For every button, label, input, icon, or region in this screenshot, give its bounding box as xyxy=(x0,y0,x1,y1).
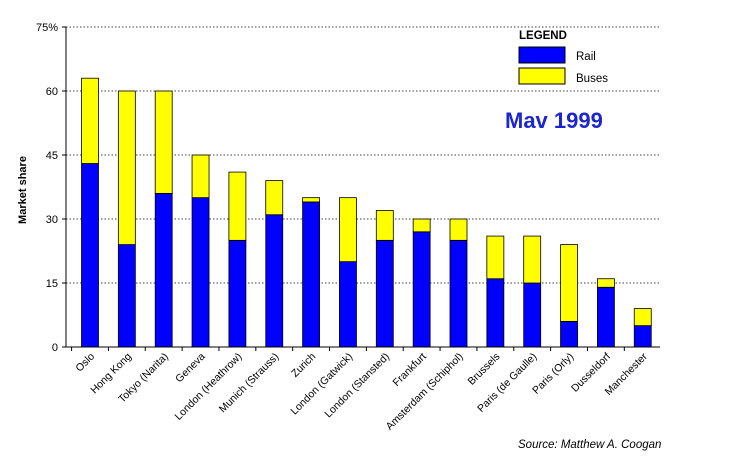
y-tick-label: 30 xyxy=(46,214,58,226)
bar-buses xyxy=(265,180,284,216)
date-annotation: Mav 1999 xyxy=(505,108,603,133)
bar-rail xyxy=(154,192,173,348)
bar-buses xyxy=(597,278,615,288)
y-tick-label: 45 xyxy=(46,150,58,162)
bar-rail xyxy=(486,278,505,348)
bar-buses xyxy=(523,235,542,284)
legend-swatch-buses xyxy=(518,67,566,85)
y-tick-label: 60 xyxy=(46,86,58,98)
axes xyxy=(65,27,660,351)
bar-rail xyxy=(412,231,431,348)
x-tick-label: Oslo xyxy=(73,351,97,375)
bar-buses xyxy=(449,218,468,241)
bars xyxy=(81,77,652,348)
legend-label-rail: Rail xyxy=(576,51,596,63)
bar-rail xyxy=(523,282,542,348)
bar-rail xyxy=(81,163,99,348)
bar-buses xyxy=(339,197,357,263)
bar-buses xyxy=(560,244,578,322)
bar-rail xyxy=(560,320,578,348)
bar-buses xyxy=(486,235,505,280)
bar-rail xyxy=(449,239,468,348)
bar-buses xyxy=(228,171,247,241)
x-tick-label: Frankfurt xyxy=(391,351,429,389)
bar-buses xyxy=(412,218,431,233)
bar-buses xyxy=(117,90,136,246)
legend-swatch-rail xyxy=(518,46,566,64)
x-tick-label: London (Heathrow) xyxy=(172,351,244,423)
x-tick-label: Geneva xyxy=(173,351,208,386)
bar-rail xyxy=(375,239,394,348)
bar-rail xyxy=(228,239,247,348)
bar-rail xyxy=(191,197,210,348)
legend-title: LEGEND xyxy=(519,30,567,42)
legend-label-buses: Buses xyxy=(576,73,608,85)
x-tick-label: Zurich xyxy=(289,351,318,380)
bar-rail xyxy=(265,214,284,348)
bar-buses xyxy=(154,90,173,194)
bar-rail xyxy=(339,261,357,348)
bar-buses xyxy=(633,308,652,327)
y-tick-label: 15 xyxy=(46,278,58,290)
y-axis-ticks: 0 15 30 45 60 75% xyxy=(36,22,66,354)
x-tick-label: Brussels xyxy=(466,351,503,388)
y-tick-label: 75% xyxy=(36,22,58,34)
bar-rail xyxy=(633,325,652,348)
y-tick-label: 0 xyxy=(52,342,58,354)
legend: LEGEND Rail Buses xyxy=(518,30,608,85)
bar-buses xyxy=(191,154,210,199)
bar-rail xyxy=(302,201,321,348)
bar-buses xyxy=(302,197,321,203)
source-note: Source: Matthew A. Coogan xyxy=(518,439,661,451)
bar-rail xyxy=(597,286,615,348)
y-axis-label: Market share xyxy=(17,156,29,224)
bar-buses xyxy=(81,77,99,164)
x-tick-label: London (Stansted) xyxy=(322,351,392,421)
bar-buses xyxy=(375,210,394,241)
bar-rail xyxy=(117,244,136,348)
